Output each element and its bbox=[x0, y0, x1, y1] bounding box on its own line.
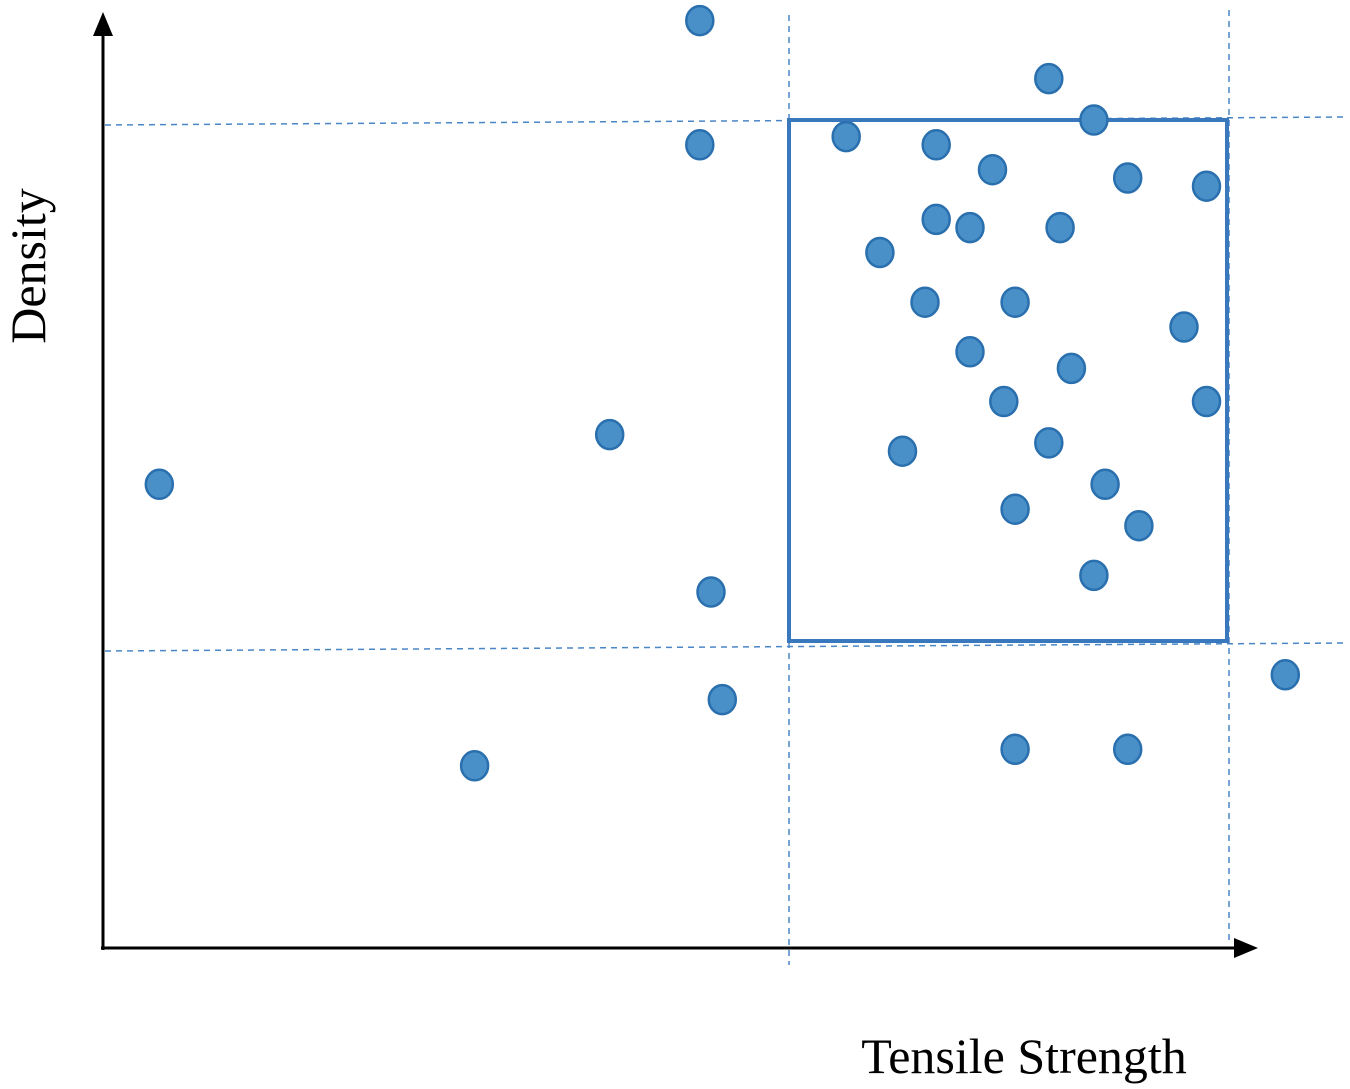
data-point-19 bbox=[1000, 493, 1030, 525]
x-axis-arrowhead bbox=[1234, 938, 1258, 958]
data-point-32 bbox=[1191, 385, 1222, 418]
data-point-16 bbox=[977, 153, 1008, 186]
data-point-18 bbox=[1000, 286, 1030, 318]
acceptable-region-box bbox=[787, 118, 1229, 643]
data-point-15 bbox=[955, 211, 985, 244]
y-axis-arrowhead bbox=[93, 12, 113, 36]
data-point-9 bbox=[865, 236, 895, 269]
data-point-8 bbox=[831, 120, 861, 153]
data-point-14 bbox=[955, 336, 985, 368]
data-point-1 bbox=[144, 468, 175, 501]
data-point-26 bbox=[1079, 559, 1109, 592]
data-point-21 bbox=[1034, 62, 1064, 95]
data-point-5 bbox=[685, 129, 715, 161]
data-point-10 bbox=[887, 435, 918, 467]
data-point-23 bbox=[1045, 211, 1075, 244]
data-point-7 bbox=[707, 683, 738, 716]
data-point-25 bbox=[1079, 104, 1109, 136]
data-point-30 bbox=[1112, 733, 1143, 766]
data-point-4 bbox=[685, 4, 715, 37]
data-point-29 bbox=[1112, 162, 1143, 194]
data-point-13 bbox=[921, 203, 951, 236]
y-axis-label: Density bbox=[0, 188, 56, 344]
data-points bbox=[144, 4, 1301, 782]
axes bbox=[93, 12, 1258, 958]
data-point-33 bbox=[1191, 170, 1222, 202]
data-point-11 bbox=[910, 286, 940, 318]
data-point-12 bbox=[921, 129, 951, 161]
density-lower-guide bbox=[104, 642, 1346, 652]
data-point-2 bbox=[459, 750, 490, 782]
guide-lines bbox=[104, 10, 1346, 965]
data-point-31 bbox=[1169, 311, 1199, 343]
data-point-17 bbox=[989, 385, 1019, 418]
data-point-35 bbox=[1270, 659, 1301, 691]
data-point-24 bbox=[1056, 352, 1087, 385]
data-point-27 bbox=[1090, 468, 1120, 501]
density-upper-guide bbox=[104, 116, 1346, 126]
data-point-20 bbox=[1000, 733, 1030, 766]
x-axis-label: Tensile Strength bbox=[861, 1028, 1187, 1084]
data-point-3 bbox=[594, 418, 625, 451]
data-point-28 bbox=[1124, 509, 1154, 542]
data-point-6 bbox=[696, 576, 726, 608]
data-point-22 bbox=[1034, 427, 1064, 459]
